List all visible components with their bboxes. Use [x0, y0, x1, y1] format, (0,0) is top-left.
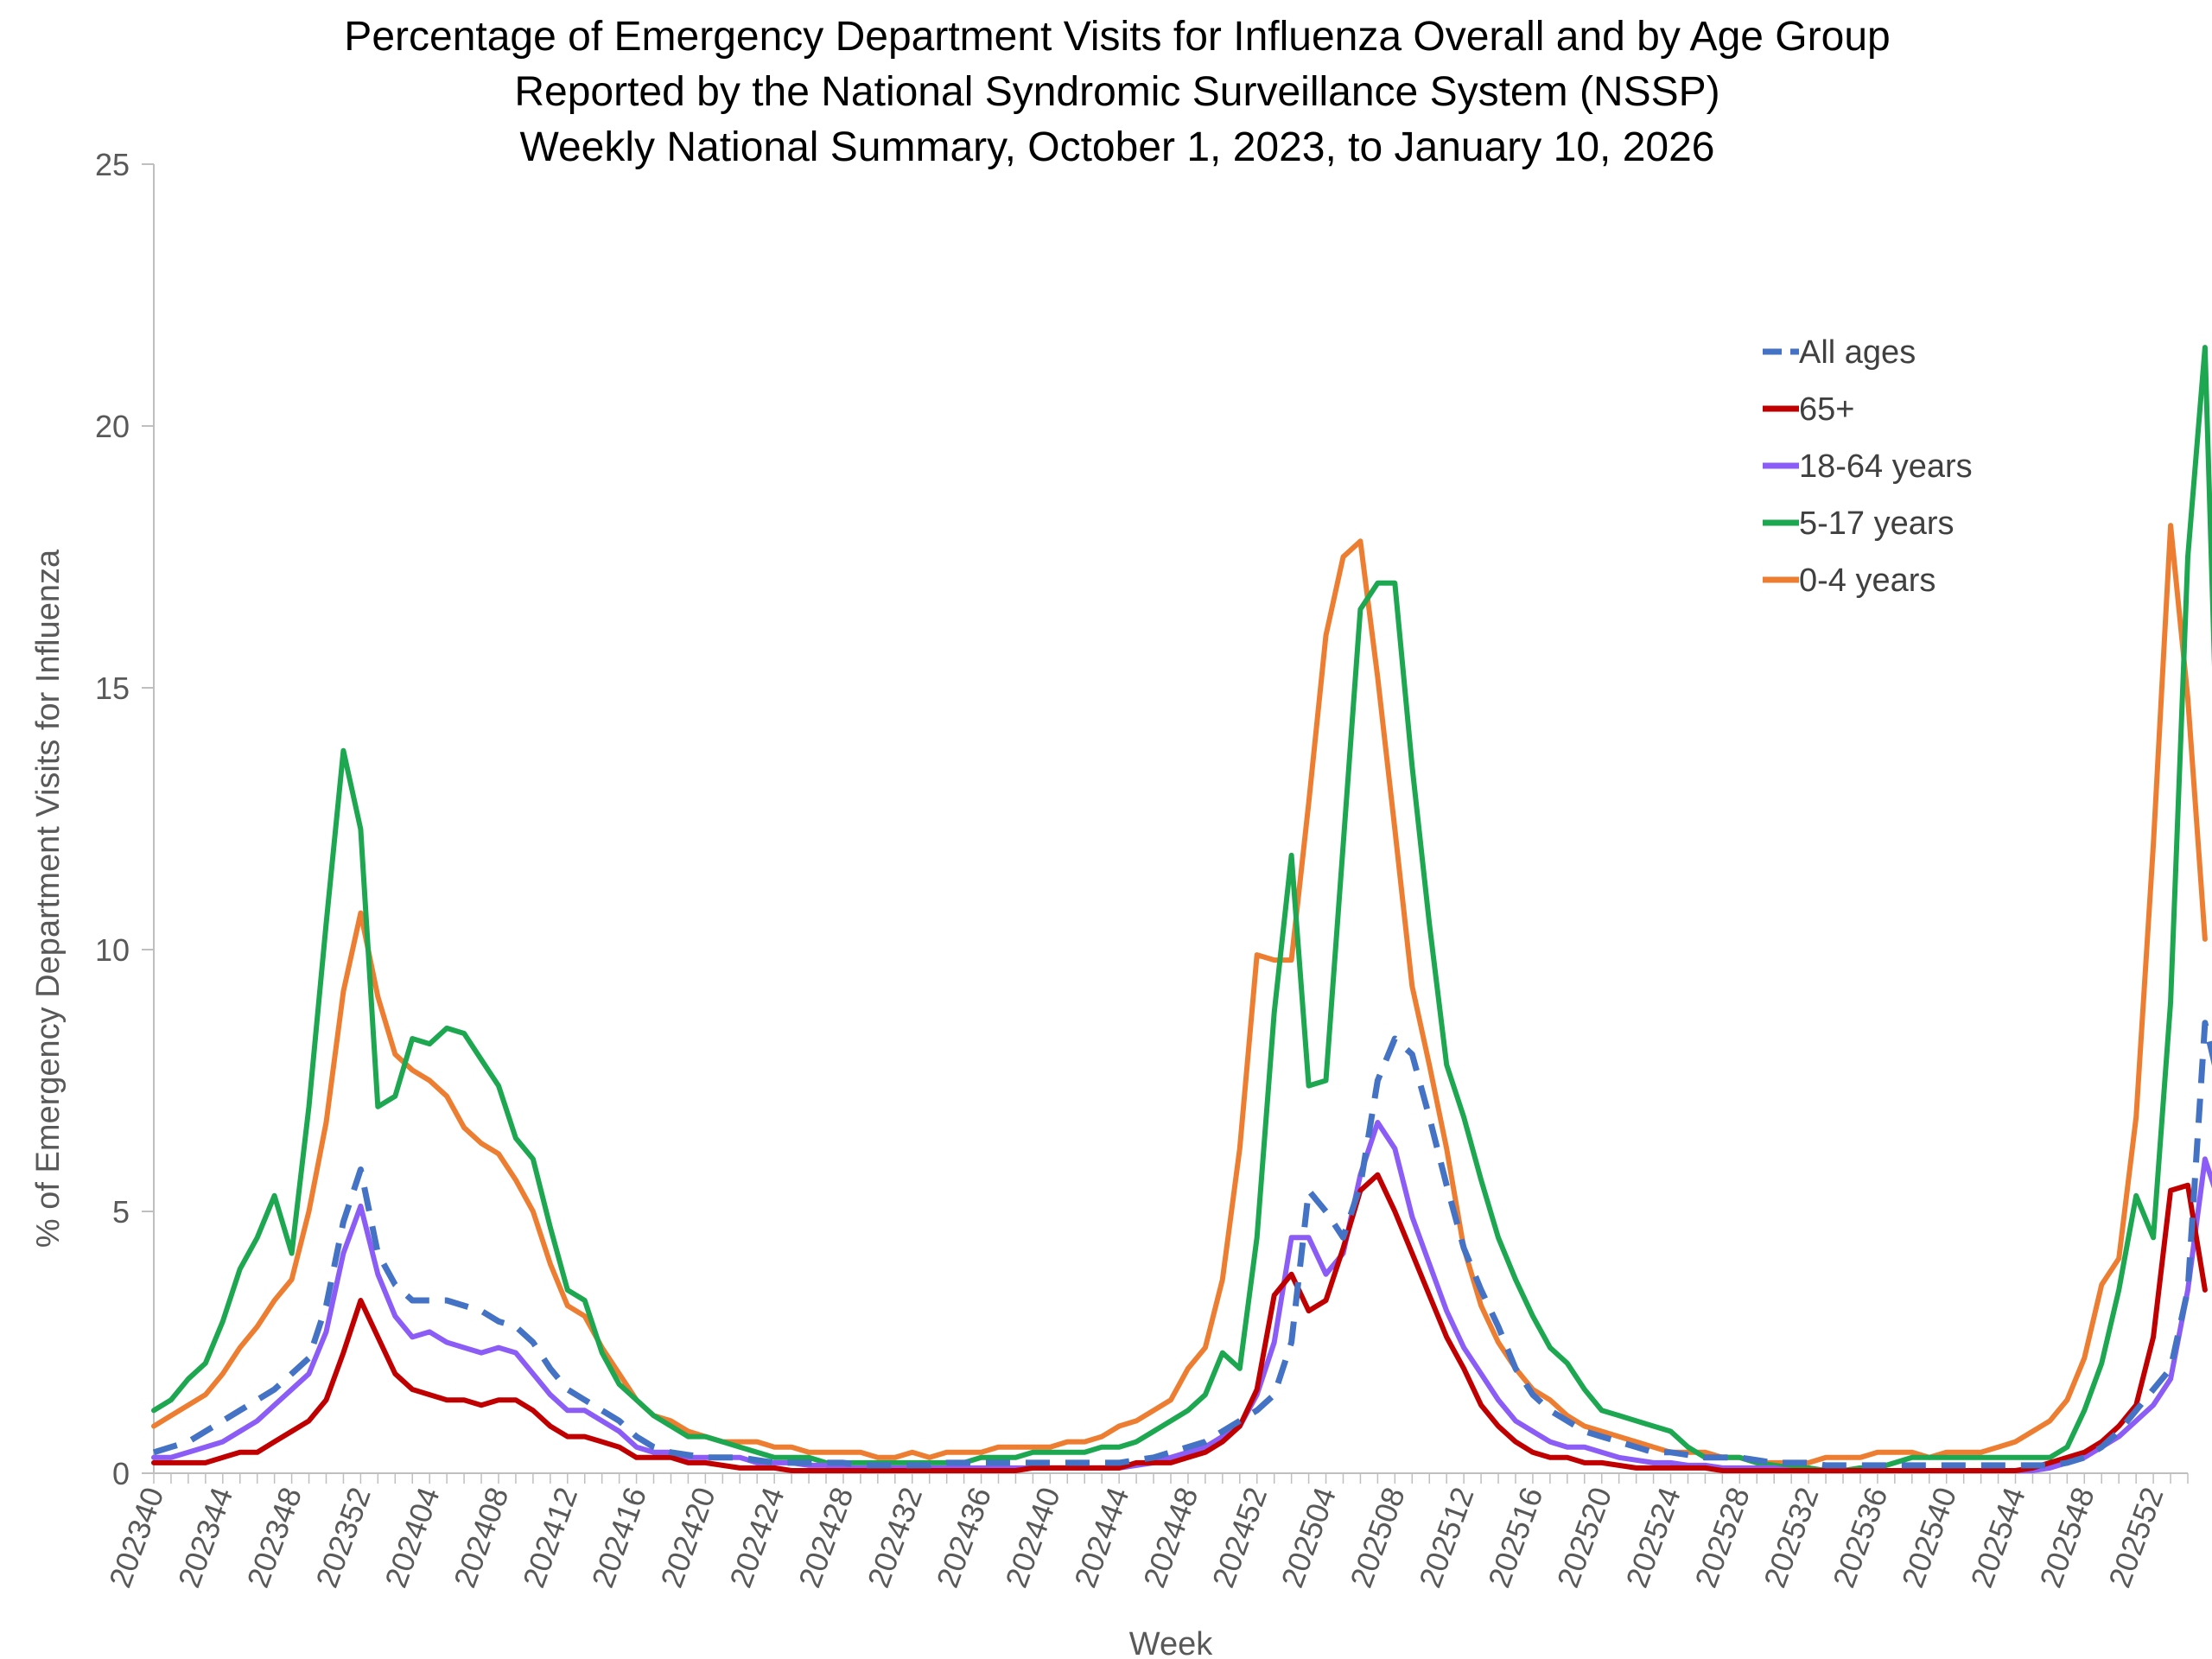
legend-label-18-64-years: 18-64 years	[1799, 448, 1973, 485]
x-tick-label: 202344	[171, 1483, 240, 1592]
x-tick-label: 202440	[998, 1483, 1067, 1592]
y-tick-label: 10	[95, 932, 130, 968]
x-tick-label: 202448	[1136, 1483, 1205, 1592]
chart-title-line-1: Percentage of Emergency Department Visit…	[344, 14, 1890, 60]
x-tick-label: 202512	[1412, 1483, 1481, 1592]
x-tick-label: 202524	[1618, 1483, 1688, 1592]
x-tick-label: 202340	[102, 1483, 171, 1592]
legend-label-all-ages: All ages	[1799, 334, 1916, 371]
x-tick-label: 202540	[1895, 1483, 1964, 1592]
x-tick-label: 202408	[447, 1483, 516, 1592]
x-tick-label: 202428	[791, 1483, 861, 1592]
x-tick-label: 202552	[2101, 1483, 2171, 1592]
x-tick-label: 202536	[1826, 1483, 1895, 1592]
x-tick-label: 202420	[653, 1483, 722, 1592]
y-axis: 0 5 10 15 20 25	[95, 147, 155, 1491]
x-tick-label: 202544	[1963, 1483, 2032, 1592]
x-tick-label: 202416	[584, 1483, 653, 1592]
y-tick-label: 25	[95, 147, 130, 182]
x-tick-label: 202404	[378, 1483, 447, 1592]
x-axis-title: Week	[1129, 1626, 1213, 1659]
y-tick-label: 20	[95, 409, 130, 444]
x-tick-label: 202348	[239, 1483, 308, 1592]
x-tick-label: 202508	[1343, 1483, 1412, 1592]
x-axis: 202340 202344 202348 202352 202404 202408 2024…	[102, 1472, 2189, 1592]
x-tick-label: 202424	[722, 1483, 791, 1592]
x-tick-label: 202520	[1550, 1483, 1619, 1592]
x-tick-label: 202516	[1481, 1483, 1550, 1592]
x-tick-label: 202532	[1757, 1483, 1826, 1592]
series-line-0-4-years	[151, 523, 2208, 1465]
x-tick-label: 202548	[2032, 1483, 2101, 1592]
series-line-65	[151, 1172, 2208, 1473]
chart-title-line-2: Reported by the National Syndromic Surve…	[514, 69, 1719, 115]
x-tick-label: 202436	[929, 1483, 998, 1592]
legend-label-0-4-years: 0-4 years	[1799, 563, 1936, 599]
series-line-all-ages	[152, 1020, 2212, 1469]
series-line-18-64-years	[151, 1120, 2212, 1473]
series-line-5-17-years	[151, 345, 2212, 1473]
chart-title-line-3: Weekly National Summary, October 1, 2023…	[520, 124, 1715, 170]
x-tick-label: 202444	[1067, 1483, 1136, 1592]
x-tick-label: 202432	[861, 1483, 930, 1592]
series-layer	[151, 345, 2212, 1473]
x-tick-label: 202528	[1688, 1483, 1757, 1592]
legend-label-65: 65+	[1799, 391, 1854, 428]
x-tick-label: 202452	[1205, 1483, 1274, 1592]
y-tick-label: 0	[112, 1456, 130, 1491]
x-tick-label: 202412	[516, 1483, 585, 1592]
y-tick-label: 15	[95, 671, 130, 706]
x-tick-label: 202504	[1274, 1483, 1343, 1592]
legend-label-5-17-years: 5-17 years	[1799, 505, 1955, 542]
y-axis-title: % of Emergency Department Visits for Inf…	[30, 549, 67, 1248]
x-tick-label: 202352	[308, 1483, 378, 1592]
y-tick-label: 5	[112, 1194, 130, 1230]
legend: All ages 65+ 18-64 years 5-17 years 0-4 year…	[1763, 334, 1973, 599]
